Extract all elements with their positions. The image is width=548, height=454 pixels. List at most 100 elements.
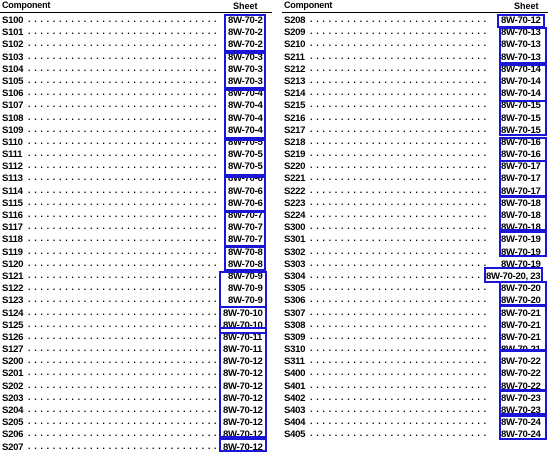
table-row: S121 . . . . . . . . . . . . . . . . . . …: [0, 269, 272, 283]
dot-leader: . . . . . . . . . . . . . . . . . . . . …: [310, 379, 490, 390]
component-id: S405: [284, 429, 306, 441]
sheet-ref: 8W-70-13: [501, 39, 541, 51]
component-id: S211: [284, 51, 305, 63]
table-row: S306 . . . . . . . . . . . . . . . . . . …: [282, 294, 548, 307]
sheet-ref: 8W-70-20: [501, 295, 541, 307]
sheet-ref: 8W-70-6: [228, 197, 263, 209]
dot-leader: . . . . . . . . . . . . . . . . . . . . …: [28, 416, 220, 427]
component-id: S113: [2, 173, 23, 185]
component-id: S100: [2, 15, 24, 26]
sheet-ref: 8W-70-4: [228, 100, 263, 112]
table-row: S104 . . . . . . . . . . . . . . . . . . …: [0, 62, 272, 76]
highlight-box: [499, 350, 547, 391]
dot-leader: . . . . . . . . . . . . . . . . . . . . …: [28, 355, 220, 366]
table-row: S119 . . . . . . . . . . . . . . . . . . …: [0, 246, 272, 259]
component-id: S116: [2, 210, 23, 221]
component-id: S215: [284, 100, 306, 112]
table-row: S124 . . . . . . . . . . . . . . . . . . …: [0, 307, 272, 320]
component-id: S127: [2, 344, 24, 356]
highlight-box: [499, 64, 547, 102]
dot-leader: . . . . . . . . . . . . . . . . . . . . …: [28, 330, 220, 341]
dot-leader: . . . . . . . . . . . . . . . . . . . . …: [28, 62, 220, 73]
component-id: S216: [284, 112, 306, 124]
sheet-ref: 8W-70-8: [228, 258, 263, 270]
sheet-ref: 8W-70-2: [228, 39, 263, 51]
sheet-ref: 8W-70-7: [228, 234, 263, 246]
sheet-ref: 8W-70-14: [501, 88, 541, 100]
component-id: S120: [2, 258, 24, 270]
sheet-ref: 8W-70-10: [223, 307, 263, 319]
component-id: S307: [284, 307, 306, 319]
dot-leader: . . . . . . . . . . . . . . . . . . . . …: [310, 196, 490, 207]
component-id: S403: [284, 405, 306, 416]
dot-leader: . . . . . . . . . . . . . . . . . . . . …: [28, 269, 220, 280]
sheet-ref: 8W-70-16: [501, 149, 541, 161]
table-row: S222 . . . . . . . . . . . . . . . . . . …: [282, 185, 548, 198]
sheet-ref: 8W-70-14: [501, 63, 541, 75]
table-row: S304 . . . . . . . . . . . . . . . . . . …: [282, 269, 548, 283]
dot-leader: . . . . . . . . . . . . . . . . . . . . …: [310, 294, 490, 305]
dot-leader: . . . . . . . . . . . . . . . . . . . . …: [310, 123, 490, 134]
sheet-ref: 8W-70-9: [228, 295, 263, 307]
dot-leader: . . . . . . . . . . . . . . . . . . . . …: [310, 330, 490, 341]
table-row: S303 . . . . . . . . . . . . . . . . . . …: [282, 258, 548, 271]
sheet-ref: 8W-70-18: [501, 197, 541, 209]
highlight-box: [499, 305, 547, 351]
dot-leader: . . . . . . . . . . . . . . . . . . . . …: [28, 428, 220, 439]
table-row: S112 . . . . . . . . . . . . . . . . . . …: [0, 160, 272, 173]
component-id: S108: [2, 112, 24, 124]
component-id: S104: [2, 63, 24, 75]
table-row: S214 . . . . . . . . . . . . . . . . . . …: [282, 87, 548, 100]
component-id: S219: [284, 149, 306, 161]
highlight-box: [497, 14, 545, 28]
component-id: S200: [2, 356, 24, 368]
component-id: S124: [2, 307, 24, 319]
dot-leader: . . . . . . . . . . . . . . . . . . . . …: [310, 87, 490, 98]
dot-leader: . . . . . . . . . . . . . . . . . . . . …: [310, 355, 490, 366]
sheet-ref: 8W-70-15: [501, 100, 541, 112]
dot-leader: . . . . . . . . . . . . . . . . . . . . …: [28, 123, 220, 134]
sheet-header: Sheet: [233, 1, 258, 11]
right-header: Component Sheet: [282, 0, 548, 13]
sheet-ref: 8W-70-14: [501, 75, 541, 87]
highlight-box: [224, 52, 266, 89]
sheet-ref: 8W-70-12: [501, 15, 541, 26]
dot-leader: . . . . . . . . . . . . . . . . . . . . …: [310, 14, 490, 24]
table-row: S205 . . . . . . . . . . . . . . . . . . …: [0, 416, 272, 429]
table-row: S302 . . . . . . . . . . . . . . . . . . …: [282, 245, 548, 259]
dot-leader: . . . . . . . . . . . . . . . . . . . . …: [28, 196, 220, 207]
component-id: S122: [2, 283, 24, 295]
dot-leader: . . . . . . . . . . . . . . . . . . . . …: [28, 233, 220, 244]
dot-leader: . . . . . . . . . . . . . . . . . . . . …: [310, 38, 490, 49]
sheet-ref: 8W-70-24: [501, 429, 541, 441]
sheet-ref: 8W-70-17: [501, 161, 541, 173]
sheet-ref: 8W-70-23: [501, 392, 541, 404]
component-id: S221: [284, 173, 306, 185]
highlight-box: [224, 176, 266, 212]
table-row: S405 . . . . . . . . . . . . . . . . . . …: [282, 428, 548, 441]
highlight-box: [224, 246, 266, 271]
component-id: S121: [2, 270, 24, 282]
dot-leader: . . . . . . . . . . . . . . . . . . . . …: [28, 440, 220, 451]
sheet-ref: 8W-70-11: [223, 344, 263, 356]
table-row: S100 . . . . . . . . . . . . . . . . . . …: [0, 14, 272, 27]
highlight-box: [219, 438, 267, 452]
dot-leader: . . . . . . . . . . . . . . . . . . . . …: [28, 367, 220, 378]
component-id: S305: [284, 283, 306, 295]
highlight-box: [219, 327, 267, 438]
dot-leader: . . . . . . . . . . . . . . . . . . . . …: [310, 172, 490, 183]
sheet-ref: 8W-70-18: [501, 210, 541, 221]
sheet-ref: 8W-70-20: [501, 283, 541, 295]
dot-leader: . . . . . . . . . . . . . . . . . . . . …: [310, 233, 490, 244]
highlight-box: [499, 160, 547, 197]
sheet-ref: 8W-70-21: [501, 307, 541, 319]
component-id: S101: [2, 27, 24, 39]
dot-leader: . . . . . . . . . . . . . . . . . . . . …: [310, 245, 490, 256]
component-id: S213: [284, 75, 306, 87]
table-row: S309 . . . . . . . . . . . . . . . . . . …: [282, 330, 548, 344]
dot-leader: . . . . . . . . . . . . . . . . . . . . …: [310, 269, 490, 280]
sheet-ref: 8W-70-15: [501, 124, 541, 136]
table-row: S113 . . . . . . . . . . . . . . . . . . …: [0, 172, 272, 185]
dot-leader: . . . . . . . . . . . . . . . . . . . . …: [310, 62, 490, 73]
sheet-ref: 8W-70-3: [228, 75, 263, 87]
